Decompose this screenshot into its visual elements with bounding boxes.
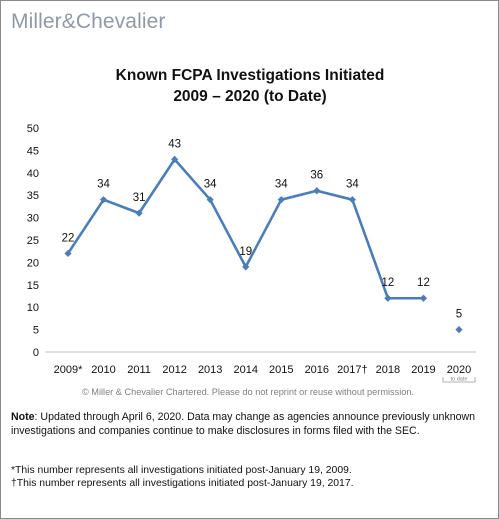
chart-title-line1: Known FCPA Investigations Initiated <box>116 67 385 84</box>
note-text: : Updated through April 6, 2020. Data ma… <box>11 411 476 437</box>
footnote-2017: †This number represents all investigatio… <box>11 478 354 489</box>
data-value-label: 43 <box>168 138 181 150</box>
data-value-label: 19 <box>239 246 252 258</box>
data-point-marker <box>384 294 392 302</box>
x-tick-label: 2010 <box>91 364 115 376</box>
data-point-marker <box>455 326 463 334</box>
data-point-marker <box>277 196 285 204</box>
data-points <box>64 155 463 334</box>
data-point-marker <box>419 294 428 302</box>
copyright-notice: © Miller & Chevalier Chartered. Please d… <box>82 387 414 397</box>
y-tick-label: 10 <box>27 302 39 314</box>
note-label: Note <box>11 411 35 423</box>
data-point-marker <box>171 155 179 163</box>
line-chart: Known FCPA Investigations Initiated 2009… <box>27 67 476 397</box>
y-tick-label: 25 <box>27 235 39 247</box>
to-date-annotation: to date <box>442 377 476 383</box>
data-labels: 22 34 31 43 34 19 34 36 34 12 12 5 <box>62 138 463 320</box>
data-point-marker <box>135 209 143 217</box>
data-value-label: 34 <box>97 179 110 191</box>
data-point-marker <box>313 187 321 195</box>
data-value-label: 12 <box>417 277 430 289</box>
data-point-marker <box>348 196 356 204</box>
x-tick-label: 2016 <box>305 364 329 376</box>
x-tick-label: 2018 <box>376 364 400 376</box>
x-tick-label: 2015 <box>269 364 293 376</box>
x-tick-label: 2014 <box>233 364 257 376</box>
data-value-label: 31 <box>133 192 146 204</box>
x-tick-label: 2009* <box>54 364 83 376</box>
y-tick-label: 45 <box>27 145 39 157</box>
note-paragraph: Note: Updated through April 6, 2020. Dat… <box>11 410 489 438</box>
data-point-marker <box>64 249 72 258</box>
brand-logo: Miller&Chevalier <box>11 10 166 33</box>
to-date-label: to date <box>451 377 468 383</box>
data-value-label: 36 <box>310 170 323 182</box>
data-value-label: 12 <box>382 277 395 289</box>
x-tick-label: 2013 <box>198 364 222 376</box>
y-tick-label: 50 <box>27 123 39 135</box>
x-axis: 2009* 2010 2011 2012 2013 2014 2015 2016 2017† 20… <box>54 364 472 376</box>
data-point-marker <box>206 196 214 204</box>
data-value-label: 34 <box>204 179 217 191</box>
data-point-marker <box>242 263 250 271</box>
x-tick-label: 2019 <box>411 364 435 376</box>
y-tick-label: 40 <box>27 168 39 180</box>
chart-title-line2: 2009 – 2020 (to Date) <box>173 88 326 105</box>
data-value-label: 5 <box>456 309 462 321</box>
data-value-label: 34 <box>346 179 359 191</box>
y-tick-label: 30 <box>27 213 39 225</box>
x-tick-label: 2017† <box>337 364 368 376</box>
y-axis: 0 5 10 15 20 25 30 35 40 45 50 <box>27 123 39 359</box>
footnote-2009: *This number represents all investigatio… <box>11 465 352 476</box>
data-value-label: 22 <box>62 232 75 244</box>
y-tick-label: 5 <box>33 325 39 337</box>
data-value-label: 34 <box>275 179 288 191</box>
data-point-marker <box>99 196 108 204</box>
x-tick-label: 2020 <box>447 364 471 376</box>
y-tick-label: 20 <box>27 257 39 269</box>
x-tick-label: 2011 <box>127 364 151 376</box>
series-line <box>66 158 424 300</box>
y-tick-label: 0 <box>33 347 39 359</box>
y-tick-label: 35 <box>27 190 39 202</box>
x-tick-label: 2012 <box>162 364 186 376</box>
y-tick-label: 15 <box>27 280 39 292</box>
to-date-bracket <box>442 377 476 383</box>
